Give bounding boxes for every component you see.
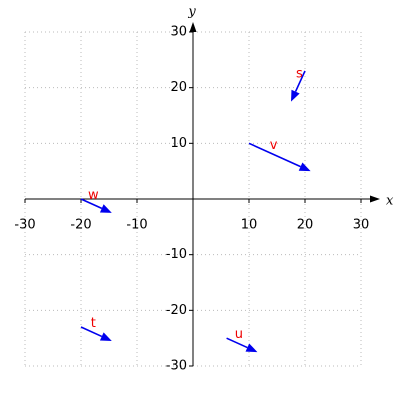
x-tick-label: -10 xyxy=(126,218,147,233)
y-tick-label: 30 xyxy=(170,25,187,40)
y-axis-label: y xyxy=(187,5,196,20)
vector-arrow xyxy=(226,337,258,353)
vector-label: u xyxy=(235,327,243,342)
x-axis-label: x xyxy=(386,194,394,209)
arrow-shaft xyxy=(226,337,248,349)
arrow-head xyxy=(99,332,112,341)
y-tick-label: -10 xyxy=(166,247,187,262)
y-tick-label: 10 xyxy=(170,136,187,151)
x-tick-label: 10 xyxy=(241,218,258,233)
vector-label: t xyxy=(91,316,96,331)
x-tick-label: -30 xyxy=(14,218,35,233)
x-tick-label: -20 xyxy=(70,218,91,233)
y-tick-label: -20 xyxy=(166,303,187,318)
arrow-shaft xyxy=(248,142,301,168)
arrow-head xyxy=(291,89,300,102)
arrow-head xyxy=(298,162,311,172)
arrow-shaft xyxy=(294,70,306,92)
vector-arrow xyxy=(291,70,306,102)
arrow-head xyxy=(99,204,112,213)
arrow-shaft xyxy=(80,198,103,210)
y-tick-label: 20 xyxy=(170,80,187,95)
vector-label: v xyxy=(270,138,278,153)
arrow-shaft xyxy=(80,326,103,338)
vector-arrow xyxy=(80,198,112,213)
vector-arrow xyxy=(248,142,311,172)
vector-label: s xyxy=(296,67,303,82)
arrow-head xyxy=(245,343,258,353)
vector-arrow xyxy=(80,326,112,341)
y-axis-arrow xyxy=(189,22,197,32)
vector-label: w xyxy=(88,188,99,203)
x-tick-label: 30 xyxy=(353,218,370,233)
x-axis-arrow xyxy=(370,195,380,203)
y-tick-label: -30 xyxy=(166,359,187,374)
x-tick-label: 20 xyxy=(297,218,314,233)
